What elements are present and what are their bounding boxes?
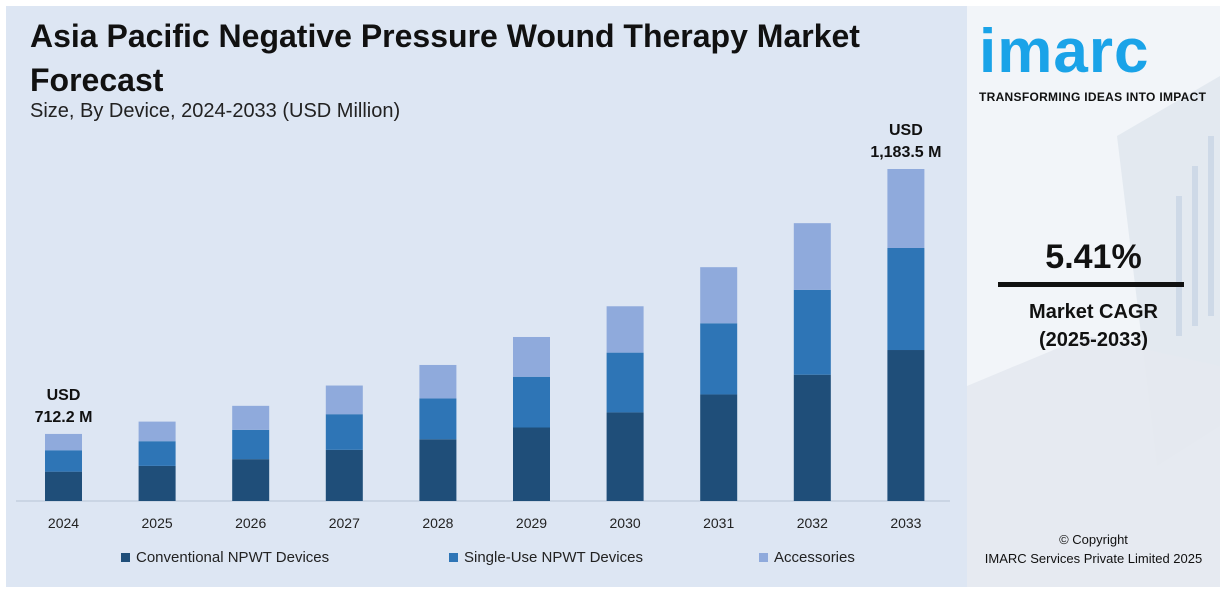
- imarc-logo: imarc TRANSFORMING IDEAS INTO IMPACT: [979, 17, 1211, 105]
- chart-title: Asia Pacific Negative Pressure Wound The…: [30, 18, 860, 98]
- x-tick-label-2024: 2024: [48, 515, 79, 531]
- bar-segment-2033-series-2: [887, 247, 925, 351]
- x-tick-label-2032: 2032: [797, 515, 828, 531]
- chart-subtitle: Size, By Device, 2024-2033 (USD Million): [30, 100, 401, 122]
- cagr-label-line1: Market CAGR: [1029, 301, 1158, 323]
- x-tick-label-2030: 2030: [610, 515, 641, 531]
- legend-label-single-use: Single-Use NPWT Devices: [464, 549, 643, 566]
- legend-item-conventional: Conventional NPWT Devices: [121, 549, 329, 566]
- annotation-2033-line1: USD: [889, 122, 923, 139]
- legend-label-accessories: Accessories: [774, 549, 855, 566]
- annotation-2033-line2: 1,183.5 M: [870, 144, 941, 161]
- stacked-bar-chart: 2024 2025 2026 2027 2028 2029 2030 2031 2032 2033…: [16, 122, 950, 531]
- bar-segment-2029-series-1: [513, 427, 550, 501]
- bar-segment-2027-series-2: [325, 414, 363, 450]
- bar-segment-2030-series-3: [606, 306, 644, 353]
- legend-swatch-single-use: [449, 553, 458, 562]
- bar-segment-2032-series-3: [793, 223, 831, 290]
- bar-segment-2031-series-2: [700, 323, 738, 395]
- bar-segment-2031-series-1: [700, 394, 738, 501]
- bar-segment-2028-series-1: [419, 439, 457, 501]
- bar-segment-2025-series-1: [138, 465, 176, 501]
- bar-segment-2025-series-3: [138, 421, 176, 442]
- legend-swatch-accessories: [759, 553, 768, 562]
- x-tick-label-2033: 2033: [890, 515, 921, 531]
- bar-segment-2033-series-1: [887, 350, 925, 501]
- bar-segment-2031-series-3: [700, 267, 738, 324]
- bar-segment-2027-series-3: [325, 385, 363, 415]
- legend-item-accessories: Accessories: [759, 549, 855, 566]
- annotation-2024-line1: USD: [47, 387, 81, 404]
- company-text: IMARC Services Private Limited 2025: [984, 551, 1203, 566]
- cagr-divider: [998, 282, 1184, 287]
- bar-segment-2024-series-1: [45, 471, 82, 501]
- logo-tagline: TRANSFORMING IDEAS INTO IMPACT: [979, 90, 1207, 104]
- legend-swatch-conventional: [121, 553, 130, 562]
- cagr-label: Market CAGR (2025-2033): [967, 298, 1220, 354]
- bar-segment-2026-series-1: [232, 459, 270, 501]
- x-tick-label-2029: 2029: [516, 515, 547, 531]
- bar-segment-2028-series-2: [419, 398, 457, 440]
- side-panel: imarc TRANSFORMING IDEAS INTO IMPACT 5.4…: [967, 6, 1220, 587]
- bar-segment-2030-series-1: [606, 412, 644, 501]
- background-decoration: [967, 6, 1220, 587]
- bar-segment-2027-series-1: [325, 449, 363, 501]
- legend-label-conventional: Conventional NPWT Devices: [136, 549, 330, 566]
- bar-segment-2024-series-2: [45, 450, 82, 472]
- bar-segment-2024-series-3: [45, 433, 82, 451]
- cagr-value: 5.41%: [1045, 238, 1142, 276]
- bar-segment-2028-series-3: [419, 364, 457, 399]
- x-tick-label-2028: 2028: [422, 515, 453, 531]
- bar-segment-2032-series-1: [793, 374, 831, 501]
- bar-segment-2026-series-3: [232, 405, 270, 430]
- bar-segment-2026-series-2: [232, 429, 270, 460]
- bar-segment-2033-series-3: [887, 169, 925, 248]
- bar-segment-2032-series-2: [793, 289, 831, 375]
- bar-segment-2030-series-2: [606, 352, 644, 413]
- copyright-text: © Copyright: [1059, 532, 1128, 547]
- bar-segment-2029-series-2: [513, 376, 550, 428]
- legend-item-single-use: Single-Use NPWT Devices: [449, 549, 643, 566]
- bar-segment-2029-series-3: [513, 336, 550, 377]
- cagr-label-line2: (2025-2033): [1039, 329, 1148, 351]
- bar-segment-2025-series-2: [138, 441, 176, 466]
- x-tick-label-2031: 2031: [703, 515, 734, 531]
- logo-wordmark: imarc: [979, 17, 1150, 86]
- x-tick-label-2027: 2027: [329, 515, 360, 531]
- x-tick-label-2026: 2026: [235, 515, 266, 531]
- annotation-2024-line2: 712.2 M: [35, 409, 93, 426]
- x-tick-label-2025: 2025: [142, 515, 173, 531]
